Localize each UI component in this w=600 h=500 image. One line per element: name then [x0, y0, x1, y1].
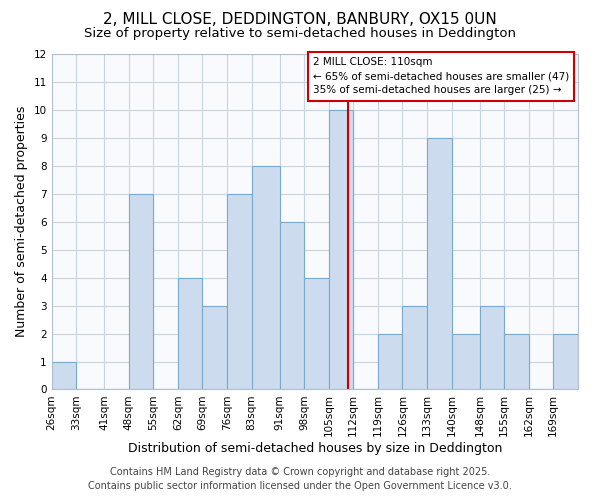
Bar: [202, 306, 227, 390]
Text: 2 MILL CLOSE: 110sqm
← 65% of semi-detached houses are smaller (47)
35% of semi-: 2 MILL CLOSE: 110sqm ← 65% of semi-detac…: [313, 58, 569, 96]
Y-axis label: Number of semi-detached properties: Number of semi-detached properties: [15, 106, 28, 338]
Text: 2, MILL CLOSE, DEDDINGTON, BANBURY, OX15 0UN: 2, MILL CLOSE, DEDDINGTON, BANBURY, OX15…: [103, 12, 497, 28]
Bar: [378, 334, 403, 390]
Bar: [329, 110, 353, 390]
Bar: [227, 194, 251, 390]
Bar: [452, 334, 479, 390]
Bar: [129, 194, 154, 390]
Bar: [52, 362, 76, 390]
Bar: [178, 278, 202, 390]
Bar: [504, 334, 529, 390]
Bar: [479, 306, 504, 390]
Bar: [251, 166, 280, 390]
X-axis label: Distribution of semi-detached houses by size in Deddington: Distribution of semi-detached houses by …: [128, 442, 502, 455]
Text: Contains HM Land Registry data © Crown copyright and database right 2025.
Contai: Contains HM Land Registry data © Crown c…: [88, 467, 512, 491]
Bar: [427, 138, 452, 390]
Bar: [280, 222, 304, 390]
Bar: [403, 306, 427, 390]
Bar: [553, 334, 578, 390]
Bar: [304, 278, 329, 390]
Text: Size of property relative to semi-detached houses in Deddington: Size of property relative to semi-detach…: [84, 28, 516, 40]
